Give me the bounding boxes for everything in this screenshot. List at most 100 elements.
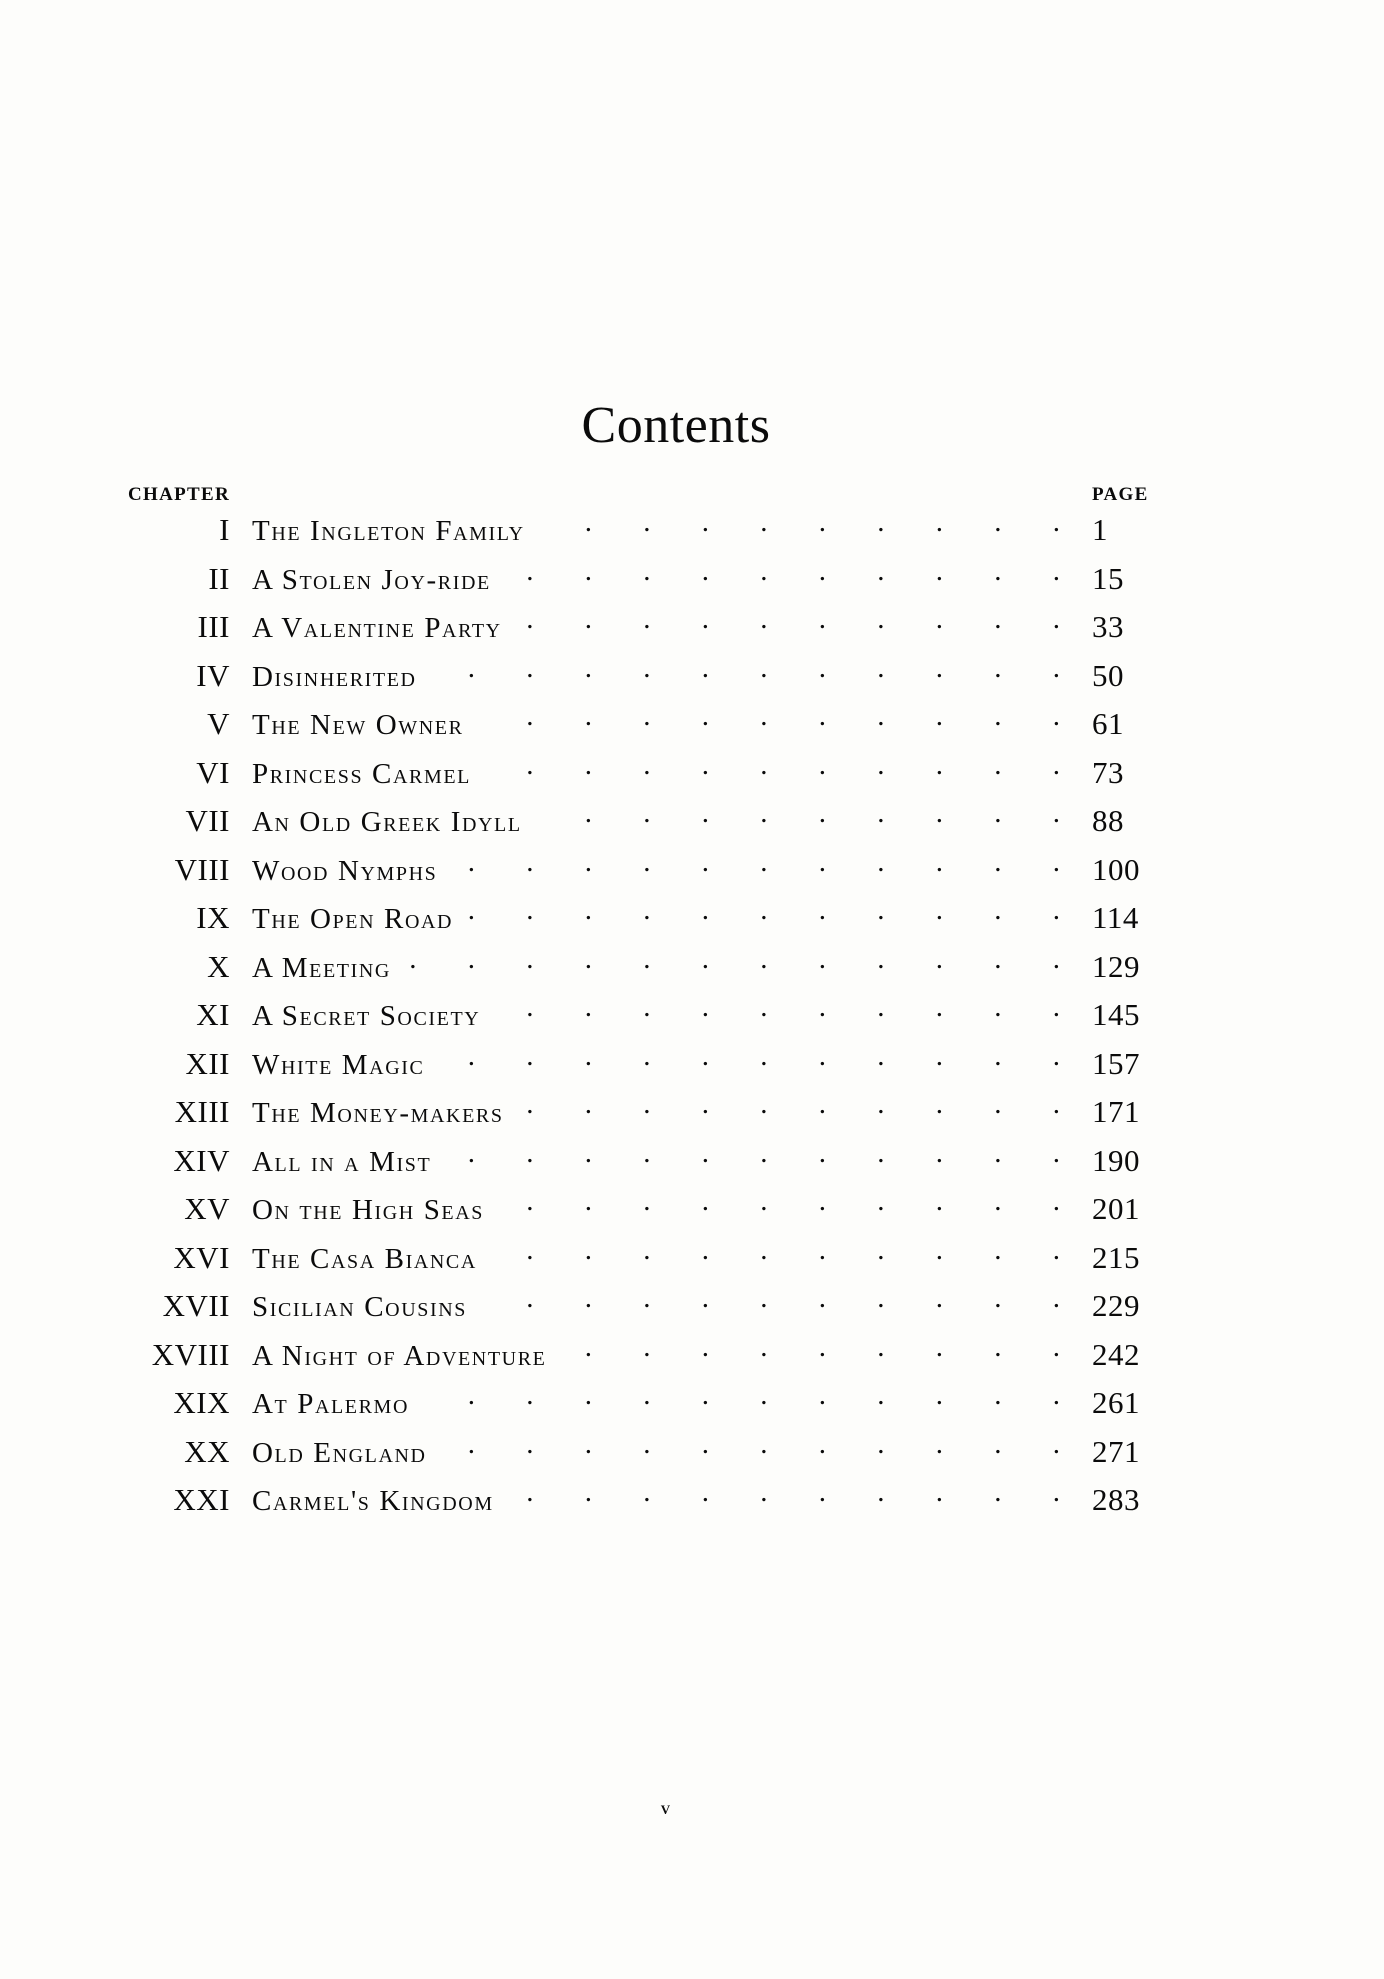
chapter-numeral: IV — [196, 657, 230, 693]
dot-leader — [510, 1494, 1082, 1510]
toc-entry[interactable]: XVII Sicilian Cousins 229 — [128, 1288, 1184, 1337]
toc-entry[interactable]: XIV All in a Mist 190 — [128, 1143, 1184, 1192]
dot-leader — [541, 524, 1082, 540]
chapter-numeral: XV — [184, 1191, 230, 1226]
toc-entry[interactable]: XIII The Money-makers 171 — [128, 1094, 1184, 1143]
page-number: 190 — [1092, 1142, 1140, 1178]
dot-leader — [507, 573, 1082, 589]
dot-leader — [518, 621, 1082, 637]
toc-entry[interactable]: VI Princess Carmel 73 — [128, 755, 1184, 804]
chapter-numeral: V — [207, 706, 230, 741]
toc-entry[interactable]: XIX At Palermo 261 — [128, 1385, 1184, 1434]
dot-leader — [440, 1058, 1082, 1074]
toc-entry[interactable]: XX Old England 271 — [128, 1434, 1184, 1483]
page-number: 61 — [1092, 706, 1124, 741]
chapter-numeral: XII — [185, 1045, 230, 1081]
toc-entry[interactable]: IX The Open Road 114 — [128, 900, 1184, 949]
page-number: 171 — [1092, 1094, 1140, 1129]
chapter-numeral: I — [219, 512, 230, 547]
page-number: 201 — [1092, 1191, 1140, 1226]
chapter-numeral: XIII — [174, 1094, 230, 1129]
table-of-contents: CHAPTER PAGE I The Ingleton Family 1 II A St… — [128, 484, 1184, 1531]
toc-entry[interactable]: XXI Carmel's Kingdom 283 — [128, 1482, 1184, 1531]
chapter-title: The Money-makers — [252, 1097, 504, 1129]
page-number: 157 — [1092, 1045, 1140, 1081]
chapter-title: The New Owner — [252, 709, 464, 741]
chapter-title: Carmel's Kingdom — [252, 1485, 494, 1517]
page-number: 215 — [1092, 1239, 1140, 1275]
dot-leader — [447, 1155, 1082, 1171]
chapter-numeral: XVIII — [151, 1336, 230, 1372]
chapter-numeral: XX — [184, 1433, 230, 1469]
dot-leader — [443, 1446, 1082, 1462]
chapter-title: A Meeting — [252, 951, 391, 984]
page-number: 261 — [1092, 1385, 1140, 1420]
page-title: Contents — [0, 396, 1384, 455]
chapter-numeral: XIX — [173, 1385, 230, 1420]
page-number: 100 — [1092, 851, 1140, 887]
chapter-title: White Magic — [252, 1048, 425, 1081]
dot-leader — [425, 1397, 1082, 1413]
chapter-numeral: VIII — [174, 851, 230, 887]
page-number: 50 — [1092, 657, 1124, 693]
chapter-title: A Valentine Party — [252, 612, 502, 644]
chapter-title: The Casa Bianca — [252, 1242, 477, 1275]
chapter-title: Princess Carmel — [252, 757, 471, 790]
page-number: 129 — [1092, 948, 1140, 984]
page-number: 33 — [1092, 609, 1124, 644]
page-number: 1 — [1092, 512, 1108, 547]
chapter-numeral: XXI — [173, 1482, 230, 1517]
page-number: 283 — [1092, 1482, 1140, 1517]
toc-entry[interactable]: X A Meeting 129 — [128, 949, 1184, 998]
page-title-text: Contents — [581, 397, 771, 454]
dot-leader — [480, 718, 1082, 734]
chapter-numeral: XIV — [173, 1142, 230, 1178]
chapter-title: The Open Road — [252, 903, 454, 935]
dot-leader — [469, 912, 1082, 928]
page-folio-text: v — [660, 1798, 672, 1819]
toc-entry[interactable]: XI A Secret Society 145 — [128, 997, 1184, 1046]
dot-leader — [520, 1106, 1082, 1122]
dot-leader — [483, 1300, 1082, 1316]
dot-leader — [453, 864, 1082, 880]
page-number: 15 — [1092, 560, 1124, 596]
toc-entry-list: I The Ingleton Family 1 II A Stolen Joy-ride… — [128, 512, 1184, 1531]
toc-entry[interactable]: VII An Old Greek Idyll 88 — [128, 803, 1184, 852]
toc-entry[interactable]: XVIII A Night of Adventure 242 — [128, 1337, 1184, 1386]
dot-leader — [493, 1252, 1082, 1268]
dot-leader — [538, 815, 1082, 831]
chapter-title: A Secret Society — [252, 1000, 481, 1032]
dot-leader — [433, 670, 1082, 686]
page-column-header: PAGE — [1092, 484, 1149, 505]
chapter-title: A Stolen Joy-ride — [252, 563, 491, 596]
page-number: 229 — [1092, 1288, 1140, 1323]
page-number: 271 — [1092, 1433, 1140, 1469]
chapter-numeral: XVI — [173, 1239, 230, 1275]
toc-entry[interactable]: II A Stolen Joy-ride 15 — [128, 561, 1184, 610]
toc-entry[interactable]: XV On the High Seas 201 — [128, 1191, 1184, 1240]
toc-entry[interactable]: XVI The Casa Bianca 215 — [128, 1240, 1184, 1289]
chapter-title: On the High Seas — [252, 1194, 485, 1226]
toc-entry[interactable]: V The New Owner 61 — [128, 706, 1184, 755]
page-number: 242 — [1092, 1336, 1140, 1372]
column-headers: CHAPTER PAGE — [128, 484, 1184, 506]
toc-entry[interactable]: VIII Wood Nymphs 100 — [128, 852, 1184, 901]
chapter-title: At Palermo — [252, 1388, 409, 1420]
chapter-title: The Ingleton Family — [252, 515, 525, 547]
chapter-title: Sicilian Cousins — [252, 1291, 467, 1323]
page-number: 145 — [1092, 997, 1140, 1032]
chapter-numeral: XVII — [162, 1288, 230, 1323]
dot-leader — [407, 961, 1082, 977]
chapter-numeral: VII — [185, 803, 230, 838]
toc-entry[interactable]: XII White Magic 157 — [128, 1046, 1184, 1095]
page-number: 114 — [1092, 900, 1139, 935]
page-folio: v — [0, 1798, 1384, 1820]
toc-entry[interactable]: III A Valentine Party 33 — [128, 609, 1184, 658]
page-number: 88 — [1092, 803, 1124, 838]
chapter-title: A Night of Adventure — [252, 1339, 547, 1372]
toc-entry[interactable]: I The Ingleton Family 1 — [128, 512, 1184, 561]
dot-leader — [562, 1349, 1082, 1365]
toc-entry[interactable]: IV Disinherited 50 — [128, 658, 1184, 707]
chapter-title: All in a Mist — [252, 1145, 432, 1178]
dot-leader — [500, 1203, 1082, 1219]
